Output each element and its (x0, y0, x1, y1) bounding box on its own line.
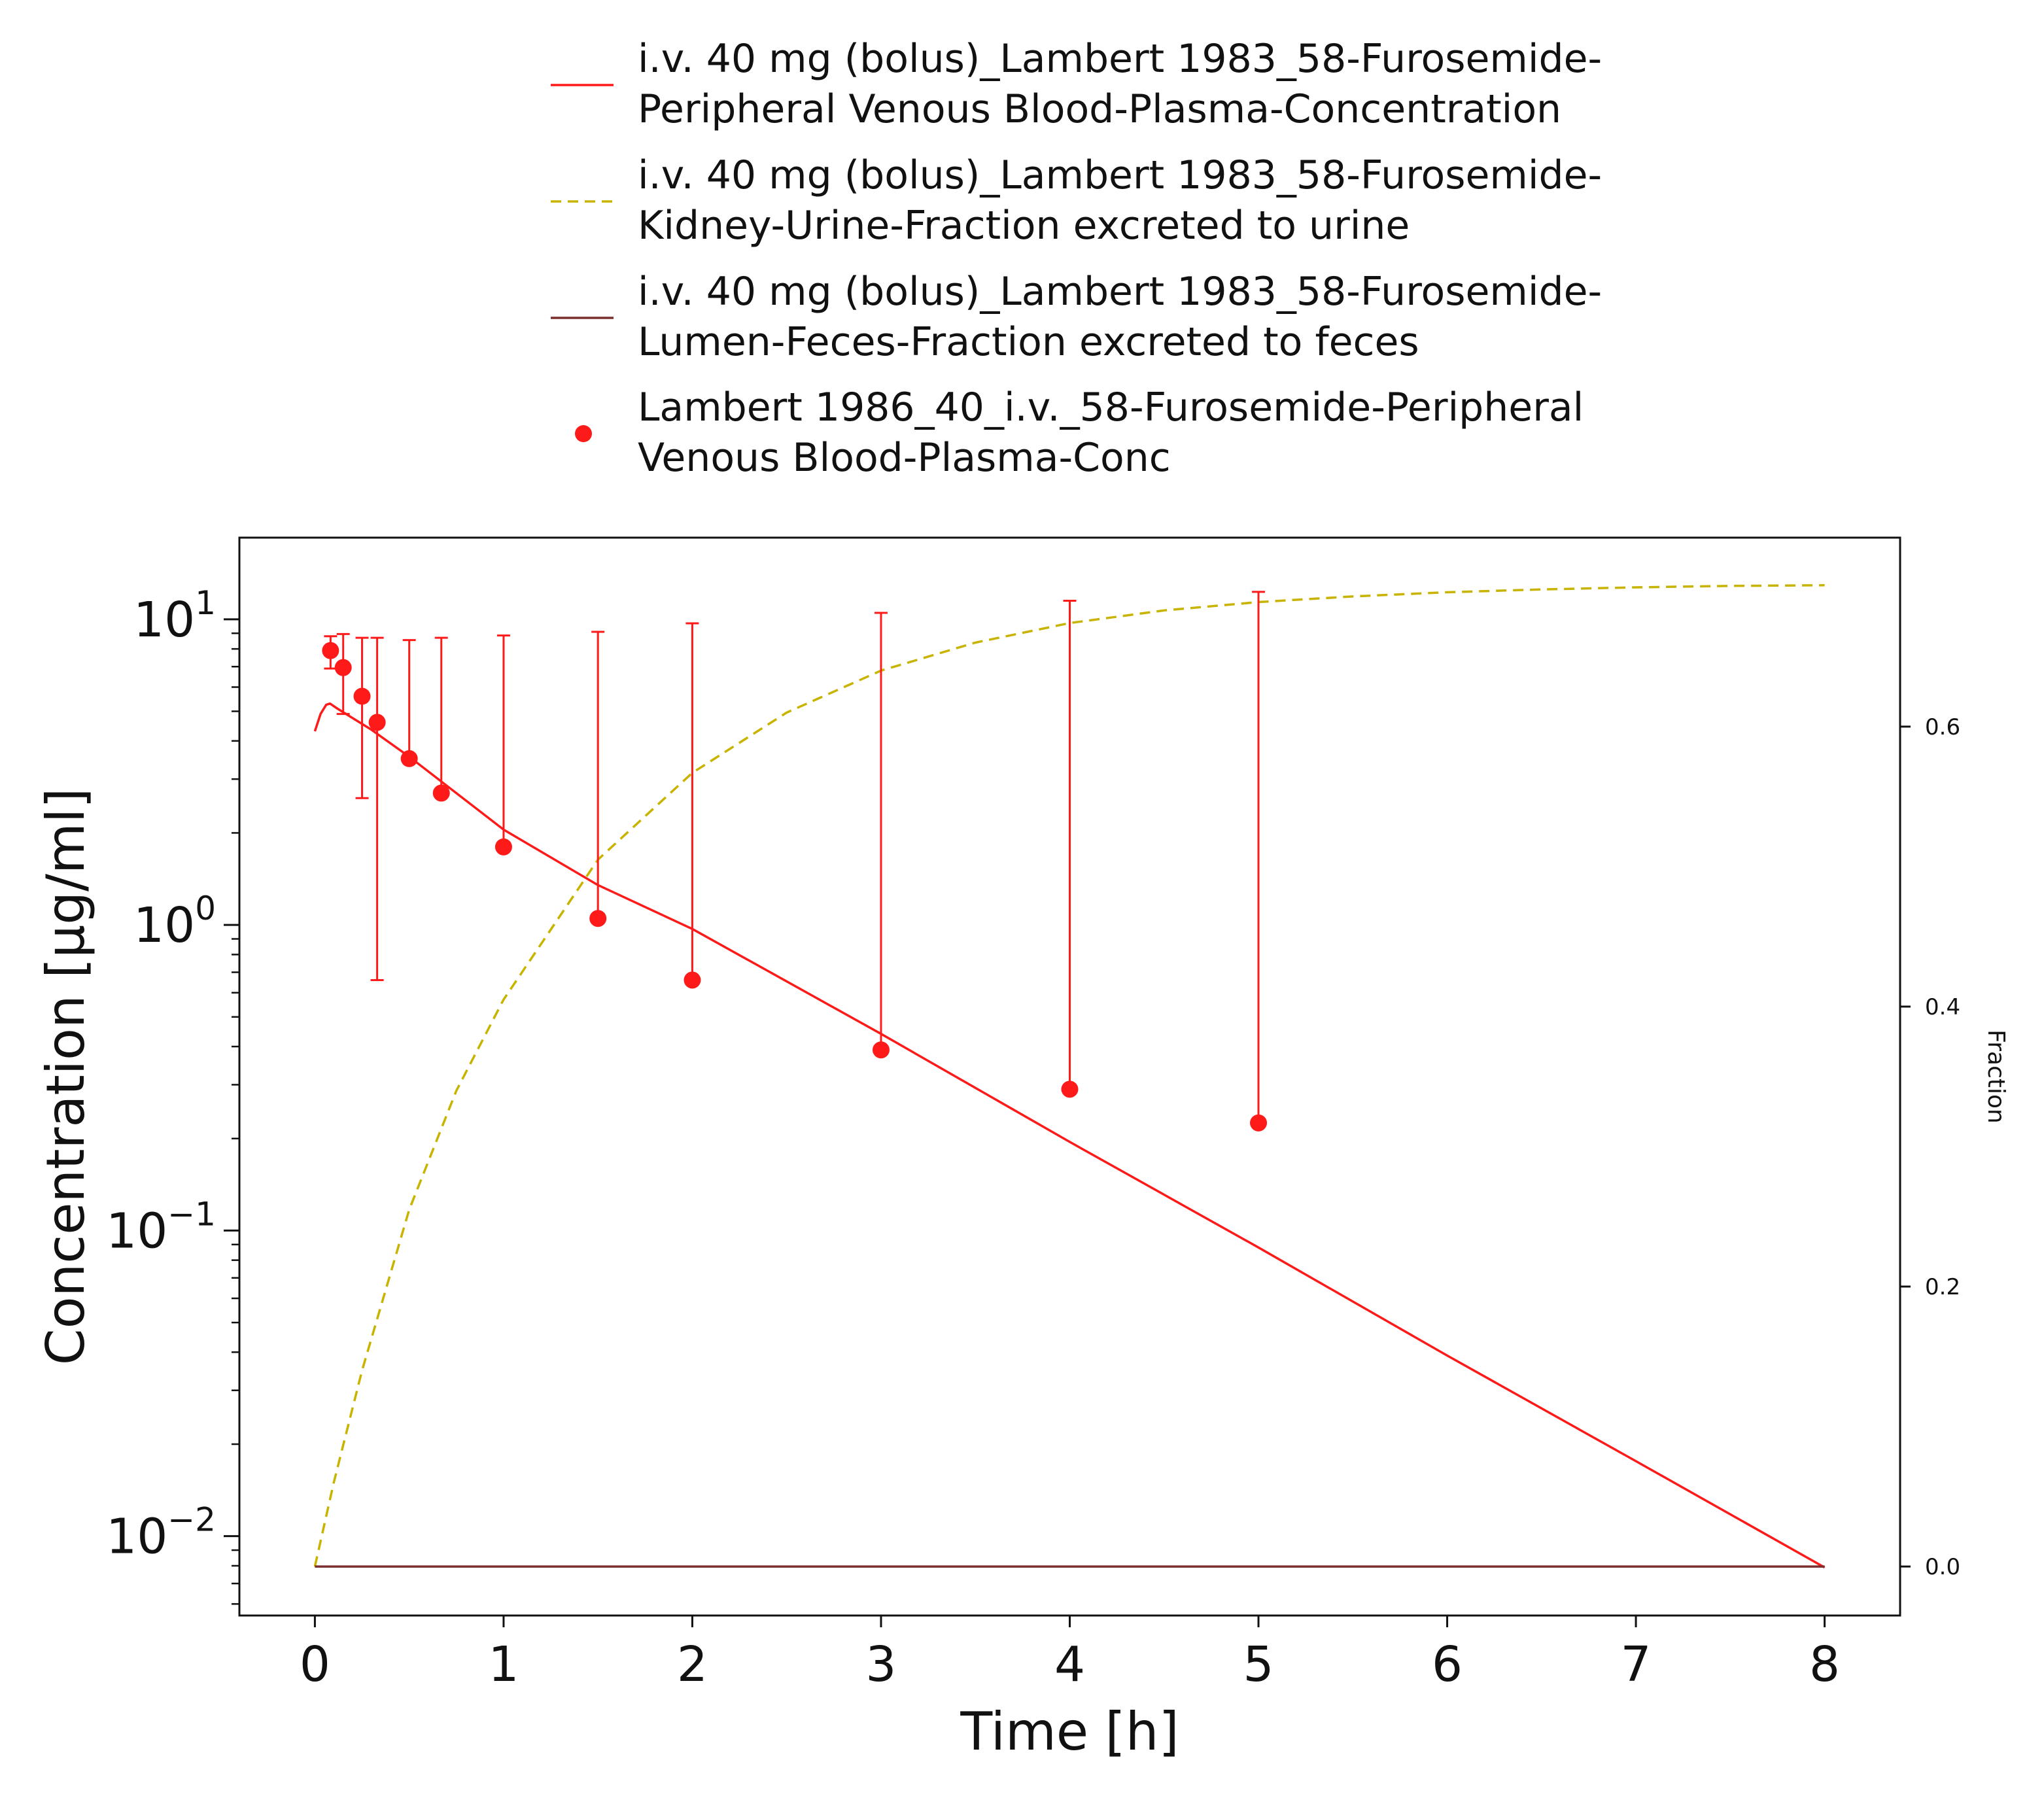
y-axis-title: Concentration [µg/ml] (35, 788, 96, 1366)
x-tick-label-5: 5 (1243, 1636, 1273, 1693)
legend-label-0-line-1: Peripheral Venous Blood-Plasma-Concentra… (638, 86, 1561, 132)
legend-label-2-line-0: i.v. 40 mg (bolus)_Lambert 1983_58-Furos… (638, 269, 1602, 315)
data-point-6 (494, 838, 512, 856)
data-point-11 (1250, 1114, 1268, 1132)
legend: i.v. 40 mg (bolus)_Lambert 1983_58-Furos… (551, 36, 1602, 481)
x-tick-label-6: 6 (1432, 1636, 1463, 1693)
data-point-2 (353, 687, 371, 705)
legend-label-0-line-0: i.v. 40 mg (bolus)_Lambert 1983_58-Furos… (638, 36, 1602, 82)
x-tick-label-7: 7 (1621, 1636, 1652, 1693)
y2-tick-label-0: 0.0 (1925, 1554, 1960, 1580)
legend-label-3-line-1: Venous Blood-Plasma-Conc (638, 435, 1171, 481)
legend-marker-3 (575, 425, 592, 442)
x-axis-title: Time [h] (960, 1701, 1179, 1762)
legend-label-1-line-0: i.v. 40 mg (bolus)_Lambert 1983_58-Furos… (638, 152, 1602, 198)
legend-entry-1: i.v. 40 mg (bolus)_Lambert 1983_58-Furos… (551, 152, 1602, 249)
y-tick-label-3: 10−2 (106, 1501, 216, 1565)
x-tick-label-2: 2 (677, 1636, 708, 1693)
x-tick-label-3: 3 (865, 1636, 896, 1693)
data-point-9 (872, 1041, 890, 1059)
y-tick-label-1: 100 (133, 890, 216, 954)
legend-entry-3: Lambert 1986_40_i.v._58-Furosemide-Perip… (575, 385, 1584, 481)
x-tick-label-0: 0 (300, 1636, 330, 1693)
x-tick-label-8: 8 (1809, 1636, 1840, 1693)
y2-tick-label-2: 0.4 (1925, 994, 1960, 1020)
y2-tick-label-1: 0.2 (1925, 1274, 1960, 1300)
data-point-10 (1061, 1081, 1079, 1098)
axes-layer: 0 1 2 3 4 5 6 7 8 101 100 10−1 10−2 0.0 0.2 0.4 0.6 (106, 584, 1960, 1693)
data-point-3 (368, 714, 386, 731)
data-point-5 (432, 784, 450, 802)
legend-entry-2: i.v. 40 mg (bolus)_Lambert 1983_58-Furos… (551, 269, 1602, 365)
legend-label-1-line-1: Kidney-Urine-Fraction excreted to urine (638, 203, 1410, 249)
y2-axis-title: Fraction (1983, 1029, 2009, 1124)
data-point-0 (322, 642, 339, 659)
y-tick-label-2: 10−1 (106, 1195, 216, 1259)
y2-tick-label-3: 0.6 (1925, 714, 1960, 740)
legend-label-3-line-0: Lambert 1986_40_i.v._58-Furosemide-Perip… (638, 385, 1584, 430)
x-tick-label-4: 4 (1054, 1636, 1085, 1693)
y-tick-label-0: 101 (133, 584, 216, 648)
series-3-points (322, 591, 1268, 1132)
series-layer (313, 584, 1826, 1569)
data-point-7 (589, 910, 607, 927)
legend-entry-0: i.v. 40 mg (bolus)_Lambert 1983_58-Furos… (551, 36, 1602, 132)
data-point-8 (684, 971, 701, 989)
data-point-1 (334, 659, 352, 676)
x-tick-label-1: 1 (488, 1636, 519, 1693)
series-1-line (313, 584, 1825, 1567)
data-point-4 (400, 750, 418, 767)
legend-label-2-line-1: Lumen-Feces-Fraction excreted to feces (638, 319, 1419, 365)
